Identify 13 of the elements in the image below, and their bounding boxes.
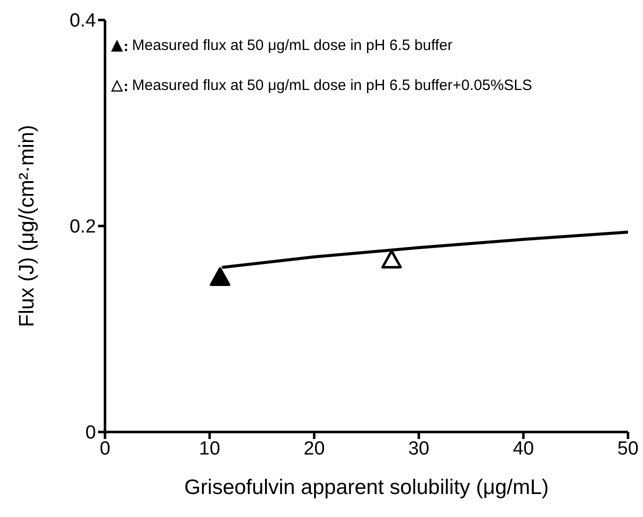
x-axis-title: Griseofulvin apparent solubility (μg/mL) — [184, 476, 549, 499]
x-tick-label: 40 — [512, 438, 534, 460]
x-tick-label: 0 — [100, 438, 110, 460]
legend-label: Measured flux at 50 μg/mL dose in pH 6.5 buffer+0.05%SLS — [132, 76, 532, 96]
legend-label: Measured flux at 50 μg/mL dose in pH 6.5 buffer — [132, 36, 452, 56]
y-axis-title: Flux (J) (μg/(cm²·min) — [15, 124, 38, 328]
y-tick-label: 0.4 — [70, 10, 96, 32]
x-tick-label: 30 — [408, 438, 430, 460]
x-tick-label: 50 — [617, 438, 639, 460]
x-tick-label: 20 — [304, 438, 325, 460]
y-tick-label: 0 — [85, 422, 96, 444]
y-tick-label: 0.2 — [70, 216, 96, 238]
x-tick-label: 10 — [199, 438, 220, 460]
